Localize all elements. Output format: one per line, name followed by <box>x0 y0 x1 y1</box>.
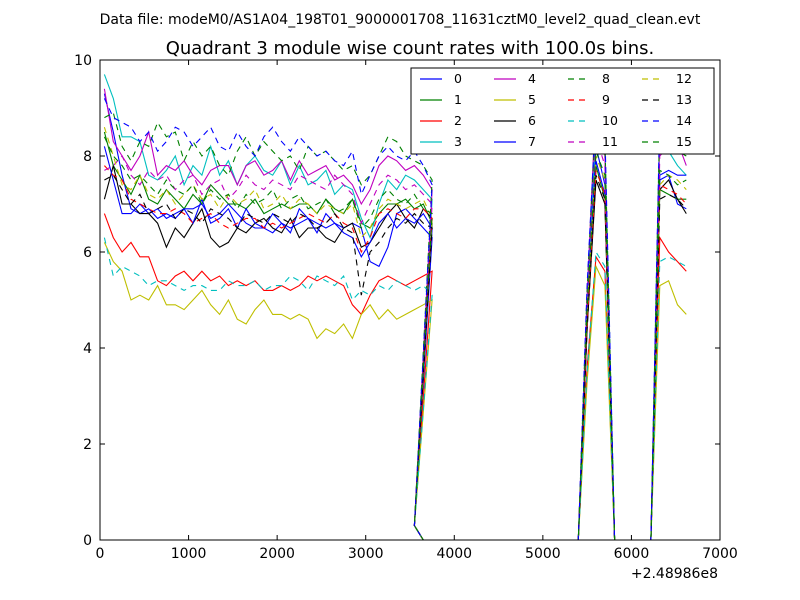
series-line-2 <box>103 213 687 541</box>
series-line-14 <box>103 98 687 541</box>
series-line-1 <box>103 131 687 541</box>
legend-label-3: 3 <box>454 134 462 149</box>
x-tick-label: 0 <box>96 546 105 562</box>
x-tick-label: 4000 <box>436 546 472 562</box>
chart-title: Quadrant 3 module wise count rates with … <box>166 38 655 59</box>
plot-lines <box>103 74 687 541</box>
legend-label-8: 8 <box>602 71 610 86</box>
legend-label-4: 4 <box>528 71 536 86</box>
x-tick-label: 6000 <box>614 546 650 562</box>
legend-label-14: 14 <box>676 113 692 128</box>
y-tick-label: 2 <box>83 437 92 453</box>
y-tick-label: 6 <box>83 245 92 261</box>
legend-label-0: 0 <box>454 71 462 86</box>
chart-supertitle: Data file: modeM0/AS1A04_198T01_90000017… <box>100 12 701 28</box>
series-line-15 <box>103 136 687 541</box>
series-line-5 <box>103 242 687 541</box>
legend-label-15: 15 <box>676 134 692 149</box>
axes-frame <box>99 59 721 541</box>
x-tick-label: 7000 <box>702 546 738 562</box>
series-line-10 <box>103 237 687 541</box>
y-tick-label: 0 <box>83 533 92 549</box>
series-line-9 <box>103 165 687 541</box>
legend-label-10: 10 <box>602 113 618 128</box>
series-line-4 <box>103 88 687 541</box>
legend-label-5: 5 <box>528 92 536 107</box>
x-tick-label: 5000 <box>525 546 561 562</box>
x-tick-label: 2000 <box>259 546 295 562</box>
series-line-13 <box>104 174 687 541</box>
legend-label-9: 9 <box>602 92 610 107</box>
y-tick-label: 10 <box>74 53 92 69</box>
legend-label-7: 7 <box>528 134 536 149</box>
legend-box <box>410 67 715 155</box>
legend-label-1: 1 <box>454 92 462 107</box>
legend-label-6: 6 <box>528 113 536 128</box>
legend-label-13: 13 <box>676 92 692 107</box>
y-tick-label: 4 <box>83 341 92 357</box>
y-tick-label: 8 <box>83 149 92 165</box>
x-tick-label: 3000 <box>348 546 384 562</box>
x-offset-label: +2.48986e8 <box>631 566 718 582</box>
legend-label-2: 2 <box>454 113 462 128</box>
x-tick-label: 1000 <box>171 546 207 562</box>
legend-label-12: 12 <box>676 71 692 86</box>
legend-label-11: 11 <box>602 134 618 149</box>
